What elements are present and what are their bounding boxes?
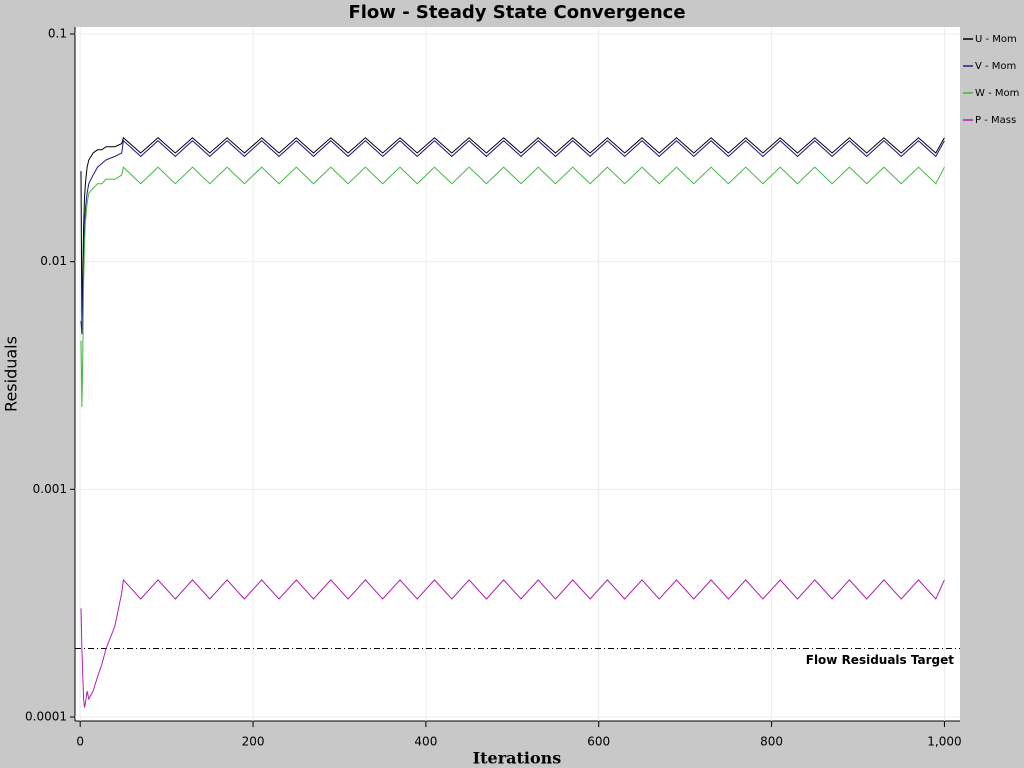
series-line bbox=[80, 578, 945, 708]
target-label: Flow Residuals Target bbox=[806, 653, 955, 667]
y-tick-label: 0.001 bbox=[33, 482, 67, 496]
x-tick-label: 400 bbox=[414, 735, 437, 749]
x-tick-label: 600 bbox=[587, 735, 610, 749]
legend-label: U - Mom bbox=[975, 34, 1017, 45]
y-tick-label: 0.0001 bbox=[25, 710, 67, 724]
x-tick-label: 200 bbox=[242, 735, 265, 749]
x-tick-label: 800 bbox=[760, 735, 783, 749]
y-axis-label: Residuals bbox=[2, 336, 21, 412]
series-line bbox=[80, 139, 945, 335]
y-tick-label: 0.1 bbox=[48, 27, 67, 41]
x-tick-label: 0 bbox=[76, 735, 84, 749]
plot-area bbox=[75, 27, 960, 721]
chart-title: Flow - Steady State Convergence bbox=[348, 2, 685, 23]
x-tick-label: 1,000 bbox=[927, 735, 961, 749]
legend-label: W - Mom bbox=[975, 88, 1019, 99]
series-line bbox=[80, 166, 945, 408]
y-tick-label: 0.01 bbox=[40, 254, 67, 268]
legend-label: P - Mass bbox=[975, 115, 1016, 126]
x-axis-label: Iterations bbox=[473, 749, 562, 768]
series-line bbox=[80, 136, 945, 321]
legend-label: V - Mom bbox=[975, 61, 1016, 72]
